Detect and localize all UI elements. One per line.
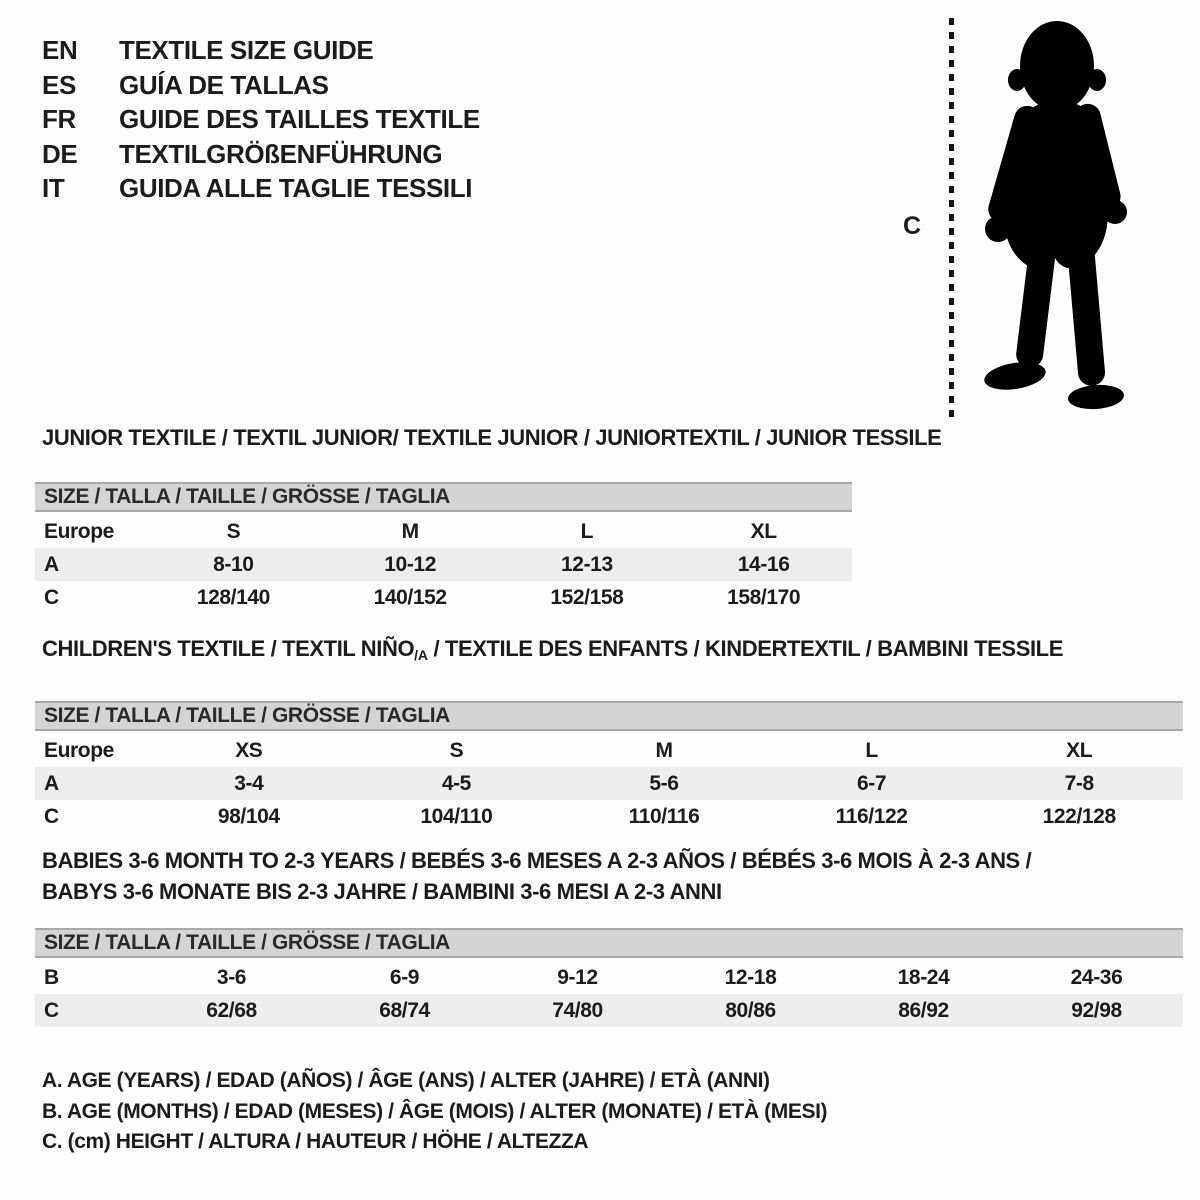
babies-section-title: BABIES 3-6 MONTH TO 2-3 YEARS / BEBÉS 3-… xyxy=(35,845,1183,907)
size-value: 3-6 xyxy=(216,965,247,989)
size-header-bar: SIZE / TALLA / TAILLE / GRÖSSE / TAGLIA xyxy=(35,928,1183,958)
size-value: 86/92 xyxy=(898,998,949,1022)
junior-section-title: JUNIOR TEXTILE / TEXTIL JUNIOR/ TEXTILE … xyxy=(42,425,942,450)
language-code: IT xyxy=(42,173,65,204)
size-header-bar: SIZE / TALLA / TAILLE / GRÖSSE / TAGLIA xyxy=(35,701,1183,731)
size-value: 14-16 xyxy=(737,552,790,576)
size-value: S xyxy=(226,519,241,543)
size-value: 6-9 xyxy=(389,965,420,989)
size-value: 80/86 xyxy=(725,998,776,1022)
size-value: 10-12 xyxy=(384,552,436,576)
legend-age-months: B. AGE (MONTHS) / EDAD (MESES) / ÂGE (MO… xyxy=(42,1099,828,1123)
size-value: 12-18 xyxy=(724,965,777,989)
size-table-row: C 62/68 68/74 74/80 80/86 86/92 92/98 xyxy=(35,994,1183,1027)
language-code: DE xyxy=(42,138,78,169)
legend-age-years: A. AGE (YEARS) / EDAD (AÑOS) / ÂGE (ANS)… xyxy=(42,1069,770,1092)
size-value: 68/74 xyxy=(379,998,430,1022)
size-table-row: A 8-10 10-12 12-13 14-16 xyxy=(35,548,852,581)
guide-title: GUÍA DE TALLAS xyxy=(119,69,329,100)
size-value: XL xyxy=(750,519,777,543)
size-value: 152/158 xyxy=(550,585,624,609)
size-value: 8-10 xyxy=(213,552,254,576)
size-table-row: C 128/140 140/152 152/158 158/170 xyxy=(35,581,852,614)
row-label: C xyxy=(44,998,59,1022)
language-code: EN xyxy=(42,35,78,65)
language-title-list: EN TEXTILE SIZE GUIDE ES GUÍA DE TALLAS FR GU… xyxy=(42,33,480,206)
children-title-subscript: /A xyxy=(414,647,428,663)
size-value: 116/122 xyxy=(835,804,908,828)
babies-title-line1: BABIES 3-6 MONTH TO 2-3 YEARS / BEBÉS 3-… xyxy=(42,848,1032,873)
junior-size-table: Europe S M L XL A 8-10 10-12 12-13 14-16 C 128/140 1… xyxy=(35,515,852,614)
babies-textile-section: BABIES 3-6 MONTH TO 2-3 YEARS / BEBÉS 3-… xyxy=(35,845,1183,1027)
height-measure-figure: C xyxy=(903,16,1143,418)
row-label: Europe xyxy=(44,738,114,762)
size-value: 98/104 xyxy=(217,804,280,828)
size-table-row: A 3-4 4-5 5-6 6-7 7-8 xyxy=(35,767,1183,800)
legend-height-cm: C. (cm) HEIGHT / ALTURA / HAUTEUR / HÖHE… xyxy=(42,1130,589,1153)
size-table-row: Europe XS S M L XL xyxy=(35,734,1183,767)
babies-title-line2: BABYS 3-6 MONATE BIS 2-3 JAHRE / BAMBINI… xyxy=(42,879,722,904)
row-label: B xyxy=(44,965,59,989)
size-value: 158/170 xyxy=(727,585,801,609)
size-value: 110/116 xyxy=(628,804,700,828)
size-value: 6-7 xyxy=(857,771,887,795)
row-label: Europe xyxy=(44,519,114,543)
junior-textile-section: JUNIOR TEXTILE / TEXTIL JUNIOR/ TEXTILE … xyxy=(35,425,942,614)
size-value: 12-13 xyxy=(561,552,613,576)
language-code: FR xyxy=(42,104,76,135)
size-value: 4-5 xyxy=(441,771,472,795)
guide-title: TEXTILE SIZE GUIDE xyxy=(119,35,374,65)
size-value: 122/128 xyxy=(1042,804,1117,828)
guide-title: TEXTILGRÖßENFÜHRUNG xyxy=(119,138,443,169)
size-value: 62/68 xyxy=(206,998,257,1022)
size-table-row: Europe S M L XL xyxy=(35,515,852,548)
size-value: 18-24 xyxy=(897,965,950,989)
language-row: EN TEXTILE SIZE GUIDE xyxy=(42,33,480,68)
row-label: A xyxy=(44,552,59,576)
guide-title: GUIDE DES TAILLES TEXTILE xyxy=(119,104,480,135)
baby-silhouette-icon xyxy=(984,21,1127,410)
size-value: 104/110 xyxy=(420,804,493,828)
row-label: C xyxy=(44,585,59,609)
size-table-row: C 98/104 104/110 110/116 116/122 122/128 xyxy=(35,800,1183,833)
size-value: 9-12 xyxy=(557,965,598,989)
children-title-post: / TEXTILE DES ENFANTS / KINDERTEXTIL / B… xyxy=(427,636,1063,661)
size-value: L xyxy=(865,738,878,762)
size-value: XL xyxy=(1066,738,1093,762)
row-label: C xyxy=(44,804,59,828)
children-textile-section: CHILDREN'S TEXTILE / TEXTIL NIÑO/A / TEX… xyxy=(35,636,1183,833)
language-row: ES GUÍA DE TALLAS xyxy=(42,68,480,103)
size-value: M xyxy=(655,738,673,762)
size-value: 3-4 xyxy=(234,771,264,795)
size-value: 5-6 xyxy=(649,771,679,795)
height-dotted-line xyxy=(949,18,954,418)
row-label: A xyxy=(44,771,59,795)
size-value: 74/80 xyxy=(552,998,603,1022)
size-value: 7-8 xyxy=(1064,771,1095,795)
language-row: FR GUIDE DES TAILLES TEXTILE xyxy=(42,102,480,137)
language-row: IT GUIDA ALLE TAGLIE TESSILI xyxy=(42,171,480,206)
size-value: 92/98 xyxy=(1071,998,1122,1022)
height-measure-label: C xyxy=(903,212,921,240)
size-value: S xyxy=(449,738,464,762)
size-table-row: B 3-6 6-9 9-12 12-18 18-24 24-36 xyxy=(35,961,1183,994)
size-header-bar: SIZE / TALLA / TAILLE / GRÖSSE / TAGLIA xyxy=(35,482,852,512)
size-value: 128/140 xyxy=(196,585,271,609)
size-value: XS xyxy=(235,738,263,762)
babies-size-table: B 3-6 6-9 9-12 12-18 18-24 24-36 C 62/68 68/74 74/… xyxy=(35,961,1183,1027)
measure-legend: A. AGE (YEARS) / EDAD (AÑOS) / ÂGE (ANS)… xyxy=(42,1066,828,1158)
size-value: 140/152 xyxy=(373,585,448,609)
guide-title: GUIDA ALLE TAGLIE TESSILI xyxy=(119,173,473,204)
size-value: M xyxy=(401,519,419,543)
size-value: L xyxy=(580,519,594,543)
size-value: 24-36 xyxy=(1070,965,1123,989)
children-section-title: CHILDREN'S TEXTILE / TEXTIL NIÑO/A / TEX… xyxy=(35,636,1183,668)
language-code: ES xyxy=(42,69,76,100)
children-size-table: Europe XS S M L XL A 3-4 4-5 5-6 6-7 7-8 C 98/104 104/… xyxy=(35,734,1183,833)
children-title-pre: CHILDREN'S TEXTILE / TEXTIL NIÑO xyxy=(42,636,415,661)
language-row: DE TEXTILGRÖßENFÜHRUNG xyxy=(42,137,480,172)
